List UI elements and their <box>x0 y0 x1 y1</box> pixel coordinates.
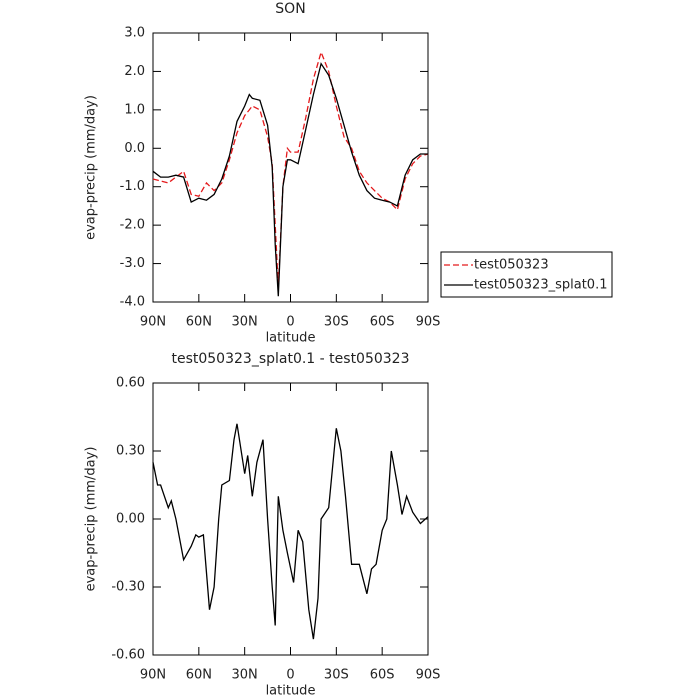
y-tick-label: -4.0 <box>120 295 145 310</box>
y-tick-label: -3.0 <box>120 256 145 271</box>
chart-title: SON <box>275 1 305 17</box>
x-tick-label: 90N <box>140 668 166 683</box>
x-tick-label: 90S <box>416 315 441 330</box>
y-tick-label: -0.60 <box>111 648 145 663</box>
legend-box <box>440 251 613 298</box>
y-tick-label: 2.0 <box>124 64 145 79</box>
y-tick-label: 0.00 <box>116 512 145 527</box>
x-tick-label: 30S <box>324 315 349 330</box>
series-line <box>152 50 429 287</box>
y-tick-label: -1.0 <box>120 179 145 194</box>
x-tick-label: 60S <box>370 668 395 683</box>
x-tick-label: 90S <box>416 668 441 683</box>
y-tick-label: 0.30 <box>116 444 145 459</box>
x-tick-label: 30N <box>232 315 258 330</box>
chart-title: test050323_splat0.1 - test050323 <box>171 351 409 367</box>
y-tick-label: 0.0 <box>124 141 145 156</box>
y-tick-label: -0.30 <box>111 580 145 595</box>
x-axis-label: latitude <box>266 331 316 346</box>
y-tick-label: -2.0 <box>120 218 145 233</box>
y-tick-label: 1.0 <box>124 102 145 117</box>
y-tick-label: 0.60 <box>116 376 145 391</box>
x-tick-label: 0 <box>286 668 294 683</box>
series-line <box>152 62 428 297</box>
plot-frame <box>152 32 429 303</box>
x-tick-label: 30S <box>324 668 349 683</box>
x-tick-label: 30N <box>232 668 258 683</box>
y-axis-label: evap-precip (mm/day) <box>84 447 99 592</box>
series-line <box>152 423 429 640</box>
y-tick-label: 3.0 <box>124 26 145 41</box>
legend-label: test050323_splat0.1 <box>474 278 607 293</box>
legend-label: test050323 <box>474 258 549 273</box>
x-tick-label: 60N <box>186 668 212 683</box>
x-tick-label: 90N <box>140 315 166 330</box>
x-tick-label: 60S <box>370 315 395 330</box>
x-axis-label: latitude <box>266 684 316 699</box>
x-tick-label: 60N <box>186 315 212 330</box>
x-tick-label: 0 <box>286 315 294 330</box>
y-axis-label: evap-precip (mm/day) <box>84 95 99 240</box>
